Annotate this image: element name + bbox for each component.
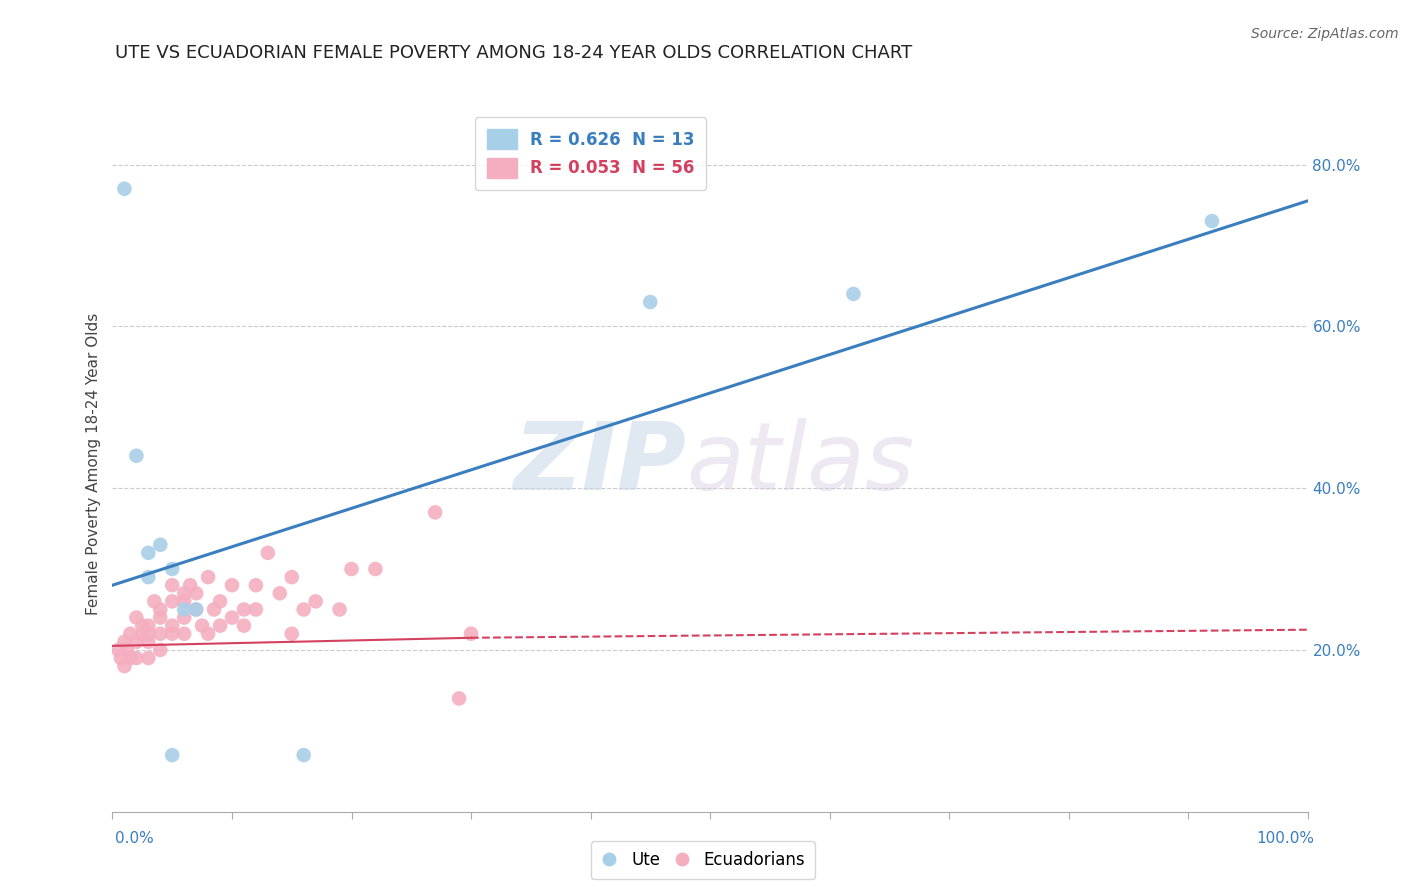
Point: [138, 546, 160, 560]
Point: [186, 602, 208, 616]
Point: [162, 748, 183, 763]
Point: [202, 602, 225, 616]
Point: [460, 626, 482, 640]
Point: [245, 578, 267, 592]
Point: [138, 626, 160, 640]
Point: [842, 287, 865, 301]
Point: [162, 578, 183, 592]
Text: 0.0%: 0.0%: [115, 831, 155, 846]
Point: [292, 748, 315, 763]
Point: [173, 594, 195, 608]
Point: [340, 562, 363, 576]
Point: [257, 546, 280, 560]
Point: [114, 635, 135, 649]
Text: UTE VS ECUADORIAN FEMALE POVERTY AMONG 18-24 YEAR OLDS CORRELATION CHART: UTE VS ECUADORIAN FEMALE POVERTY AMONG 1…: [115, 45, 912, 62]
Point: [149, 610, 172, 624]
Point: [162, 562, 183, 576]
Point: [173, 602, 195, 616]
Legend: Ute, Ecuadorians: Ute, Ecuadorians: [591, 841, 815, 880]
Point: [638, 295, 662, 310]
Point: [125, 635, 148, 649]
Point: [149, 643, 172, 657]
Point: [232, 618, 256, 632]
Point: [1201, 214, 1223, 228]
Point: [173, 586, 195, 600]
Point: [131, 618, 153, 632]
Point: [125, 651, 148, 665]
Point: [138, 618, 160, 632]
Point: [208, 594, 231, 608]
Point: [110, 651, 132, 665]
Point: [149, 602, 172, 616]
Point: [173, 626, 195, 640]
Point: [179, 578, 201, 592]
Point: [425, 505, 447, 519]
Point: [328, 602, 352, 616]
Legend: R = 0.626  N = 13, R = 0.053  N = 56: R = 0.626 N = 13, R = 0.053 N = 56: [475, 118, 706, 190]
Text: 100.0%: 100.0%: [1257, 831, 1315, 846]
Point: [269, 586, 291, 600]
Point: [191, 618, 214, 632]
Text: atlas: atlas: [686, 418, 914, 509]
Text: ZIP: ZIP: [513, 417, 686, 510]
Point: [186, 602, 208, 616]
Point: [245, 602, 267, 616]
Point: [138, 651, 160, 665]
Point: [208, 618, 231, 632]
Point: [131, 626, 153, 640]
Point: [149, 538, 172, 552]
Point: [125, 610, 148, 624]
Point: [197, 626, 219, 640]
Point: [149, 626, 172, 640]
Point: [120, 626, 142, 640]
Point: [114, 659, 135, 673]
Point: [304, 594, 326, 608]
Point: [221, 610, 243, 624]
Text: Source: ZipAtlas.com: Source: ZipAtlas.com: [1251, 27, 1399, 41]
Point: [107, 643, 129, 657]
Point: [138, 570, 160, 584]
Point: [143, 594, 166, 608]
Point: [114, 182, 135, 196]
Point: [115, 643, 138, 657]
Y-axis label: Female Poverty Among 18-24 Year Olds: Female Poverty Among 18-24 Year Olds: [86, 313, 101, 615]
Point: [162, 626, 183, 640]
Point: [292, 602, 315, 616]
Point: [281, 626, 304, 640]
Point: [162, 594, 183, 608]
Point: [138, 635, 160, 649]
Point: [364, 562, 387, 576]
Point: [125, 449, 148, 463]
Point: [186, 586, 208, 600]
Point: [281, 570, 304, 584]
Point: [162, 618, 183, 632]
Point: [197, 570, 219, 584]
Point: [120, 651, 142, 665]
Point: [221, 578, 243, 592]
Point: [173, 610, 195, 624]
Point: [447, 691, 470, 706]
Point: [232, 602, 256, 616]
